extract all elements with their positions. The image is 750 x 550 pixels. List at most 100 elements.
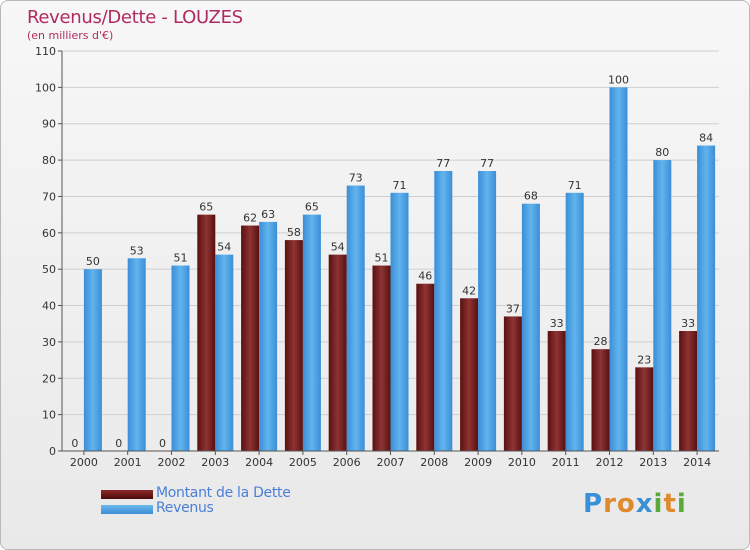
- bar-revenue: [259, 221, 278, 451]
- x-tick-label: 2008: [420, 456, 448, 469]
- logo-letter: o: [616, 489, 636, 519]
- data-label-revenue: 53: [130, 244, 144, 257]
- y-tick-label: 60: [42, 227, 56, 240]
- y-tick-label: 30: [42, 336, 56, 349]
- y-tick-label: 0: [49, 445, 56, 458]
- data-label-debt: 42: [462, 284, 476, 297]
- logo-letter: r: [603, 489, 617, 519]
- chart-subtitle: (en milliers d'€): [27, 29, 114, 42]
- legend-swatch-debt: [101, 490, 153, 499]
- x-tick-label: 2014: [683, 456, 711, 469]
- y-tick-label: 70: [42, 190, 56, 203]
- bar-revenue: [697, 145, 716, 451]
- y-tick-label: 40: [42, 300, 56, 313]
- bar-debt: [416, 283, 435, 451]
- bar-debt: [635, 367, 654, 451]
- data-label-debt: 51: [375, 252, 389, 265]
- data-label-debt: 33: [550, 317, 564, 330]
- x-tick-label: 2004: [245, 456, 273, 469]
- data-label-revenue: 84: [699, 132, 713, 145]
- data-label-debt: 54: [331, 241, 345, 254]
- y-tick-label: 20: [42, 372, 56, 385]
- data-label-revenue: 77: [480, 157, 494, 170]
- bar-debt: [591, 349, 610, 451]
- data-label-revenue: 73: [349, 172, 363, 185]
- bar-debt: [372, 265, 391, 451]
- bar-revenue: [83, 269, 102, 451]
- data-label-revenue: 54: [217, 241, 231, 254]
- bar-debt: [547, 331, 566, 451]
- bar-debt: [241, 225, 260, 451]
- bar-revenue: [478, 171, 497, 451]
- legend-label-debt: Montant de la Dette: [156, 485, 291, 501]
- data-label-debt: 37: [506, 302, 520, 315]
- bar-revenue: [302, 214, 321, 451]
- bar-revenue: [215, 254, 234, 451]
- x-tick-label: 2001: [114, 456, 142, 469]
- legend-label-revenue: Revenus: [156, 500, 214, 516]
- data-label-revenue: 77: [436, 157, 450, 170]
- data-label-revenue: 71: [393, 179, 407, 192]
- logo-letter: P: [583, 489, 604, 519]
- data-label-debt: 28: [594, 335, 608, 348]
- data-label-debt: 33: [681, 317, 695, 330]
- bar-revenue: [434, 171, 453, 451]
- data-label-debt: 0: [71, 437, 78, 450]
- bar-revenue: [127, 258, 146, 451]
- data-label-revenue: 51: [174, 252, 188, 265]
- x-tick-label: 2007: [377, 456, 405, 469]
- x-tick-label: 2000: [70, 456, 98, 469]
- bar-revenue: [171, 265, 190, 451]
- bar-debt: [328, 254, 347, 451]
- data-label-revenue: 63: [261, 208, 275, 221]
- data-label-debt: 65: [199, 201, 213, 214]
- y-tick-label: 90: [42, 118, 56, 131]
- x-tick-label: 2003: [201, 456, 229, 469]
- data-label-revenue: 100: [608, 73, 629, 86]
- x-tick-label: 2006: [333, 456, 361, 469]
- x-tick-label: 2009: [464, 456, 492, 469]
- bar-debt: [679, 331, 698, 451]
- y-tick-label: 50: [42, 263, 56, 276]
- x-tick-label: 2002: [158, 456, 186, 469]
- bar-revenue: [609, 87, 628, 451]
- bar-revenue: [346, 185, 365, 451]
- x-tick-label: 2005: [289, 456, 317, 469]
- data-label-revenue: 65: [305, 201, 319, 214]
- data-label-revenue: 80: [655, 146, 669, 159]
- x-tick-label: 2010: [508, 456, 536, 469]
- bar-debt: [503, 316, 522, 451]
- x-tick-label: 2012: [596, 456, 624, 469]
- bar-debt: [460, 298, 479, 451]
- x-tick-label: 2011: [552, 456, 580, 469]
- logo-letter: i: [676, 489, 687, 519]
- data-label-debt: 46: [418, 270, 432, 283]
- logo-letter: x: [635, 489, 654, 519]
- bar-debt: [197, 214, 216, 451]
- data-label-revenue: 50: [86, 255, 100, 268]
- bar-debt: [284, 240, 303, 451]
- y-tick-label: 10: [42, 409, 56, 422]
- chart-title: Revenus/Dette - LOUZES: [27, 7, 243, 28]
- data-label-debt: 0: [159, 437, 166, 450]
- y-tick-label: 80: [42, 154, 56, 167]
- data-label-revenue: 71: [568, 179, 582, 192]
- y-tick-label: 110: [35, 45, 56, 58]
- y-tick-label: 100: [35, 81, 56, 94]
- data-label-debt: 23: [637, 353, 651, 366]
- bar-revenue: [653, 160, 672, 451]
- x-tick-label: 2013: [639, 456, 667, 469]
- data-label-debt: 58: [287, 226, 301, 239]
- bar-revenue: [565, 192, 584, 451]
- data-label-debt: 62: [243, 212, 257, 225]
- logo-letter: t: [663, 489, 677, 519]
- legend-swatch-revenue: [101, 505, 153, 514]
- data-label-revenue: 68: [524, 190, 538, 203]
- bar-revenue: [521, 203, 540, 451]
- logo-letter: i: [653, 489, 664, 519]
- data-label-debt: 0: [115, 437, 122, 450]
- proxiti-logo: Proxiti: [583, 489, 687, 519]
- bar-revenue: [390, 192, 409, 451]
